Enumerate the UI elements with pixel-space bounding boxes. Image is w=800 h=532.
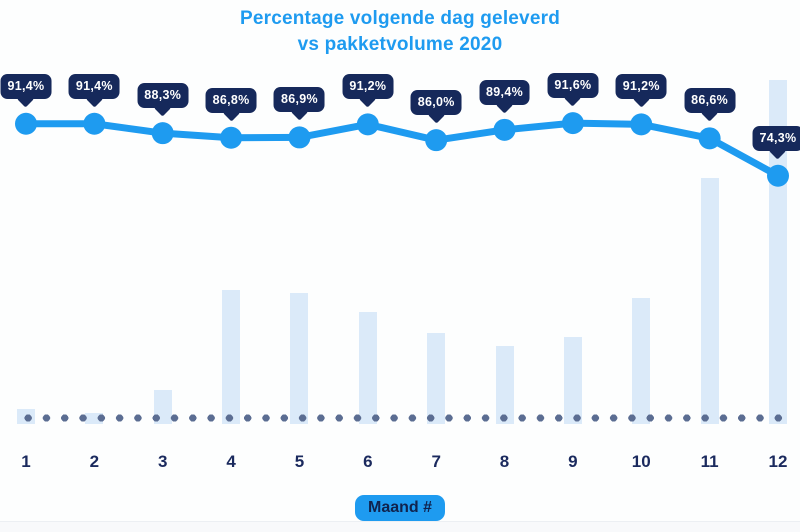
x-tick-label: 5 bbox=[294, 452, 305, 471]
volume-bar bbox=[290, 292, 309, 424]
x-tick-label: 11 bbox=[700, 452, 719, 471]
chart-title: Percentage volgende dag geleverd vs pakk… bbox=[0, 6, 800, 58]
line-point bbox=[767, 164, 789, 187]
volume-bar bbox=[632, 298, 651, 424]
dotted-baseline bbox=[16, 413, 786, 423]
line-point bbox=[630, 113, 653, 136]
data-label-callout: 91,2% bbox=[342, 74, 394, 100]
x-axis-label-badge: Maand # bbox=[354, 495, 446, 521]
footer-strip bbox=[0, 522, 800, 532]
data-label-callout: 91,4% bbox=[68, 73, 120, 99]
chart-title-line2: vs pakketvolume 2020 bbox=[297, 34, 503, 55]
x-tick-label: 2 bbox=[89, 452, 100, 471]
x-tick-label: 4 bbox=[226, 452, 236, 471]
volume-bar bbox=[495, 345, 514, 424]
data-label-callout: 88,3% bbox=[137, 83, 189, 109]
volume-bar bbox=[222, 289, 241, 424]
volume-bar bbox=[700, 178, 719, 424]
line-point bbox=[493, 118, 516, 141]
x-tick-label: 1 bbox=[21, 452, 31, 471]
x-tick-label: 10 bbox=[631, 452, 651, 471]
data-label-callout: 86,6% bbox=[684, 88, 736, 114]
x-tick-label: 6 bbox=[363, 452, 373, 471]
data-label-callout: 91,4% bbox=[0, 73, 52, 99]
line-point bbox=[288, 126, 311, 149]
x-tick-label: 7 bbox=[431, 452, 441, 471]
data-label-callout: 86,9% bbox=[273, 87, 325, 113]
data-label-callout: 89,4% bbox=[479, 79, 531, 105]
line-point bbox=[83, 112, 106, 135]
line-point bbox=[151, 122, 174, 145]
x-tick-label: 12 bbox=[768, 452, 788, 471]
line-point bbox=[425, 129, 448, 152]
data-label-callout: 91,2% bbox=[615, 74, 667, 100]
chart-title-line1: Percentage volgende dag geleverd bbox=[239, 8, 560, 29]
data-label-callout: 86,0% bbox=[410, 90, 462, 116]
volume-bar bbox=[427, 332, 446, 424]
line-series bbox=[22, 119, 782, 180]
line-point bbox=[698, 127, 721, 150]
x-tick-label: 9 bbox=[568, 452, 578, 471]
line-point bbox=[15, 112, 37, 135]
bottom-divider bbox=[0, 521, 800, 522]
line-point bbox=[220, 126, 243, 149]
line-point bbox=[356, 113, 379, 136]
volume-bar bbox=[358, 311, 377, 424]
data-label-callout: 86,8% bbox=[205, 87, 257, 113]
data-label-callout: 91,6% bbox=[547, 73, 599, 99]
volume-bar bbox=[563, 336, 582, 424]
x-tick-label: 3 bbox=[157, 452, 168, 471]
line-point bbox=[561, 112, 584, 135]
data-label-callout: 74,3% bbox=[752, 125, 800, 151]
x-tick-label: 8 bbox=[499, 452, 510, 471]
